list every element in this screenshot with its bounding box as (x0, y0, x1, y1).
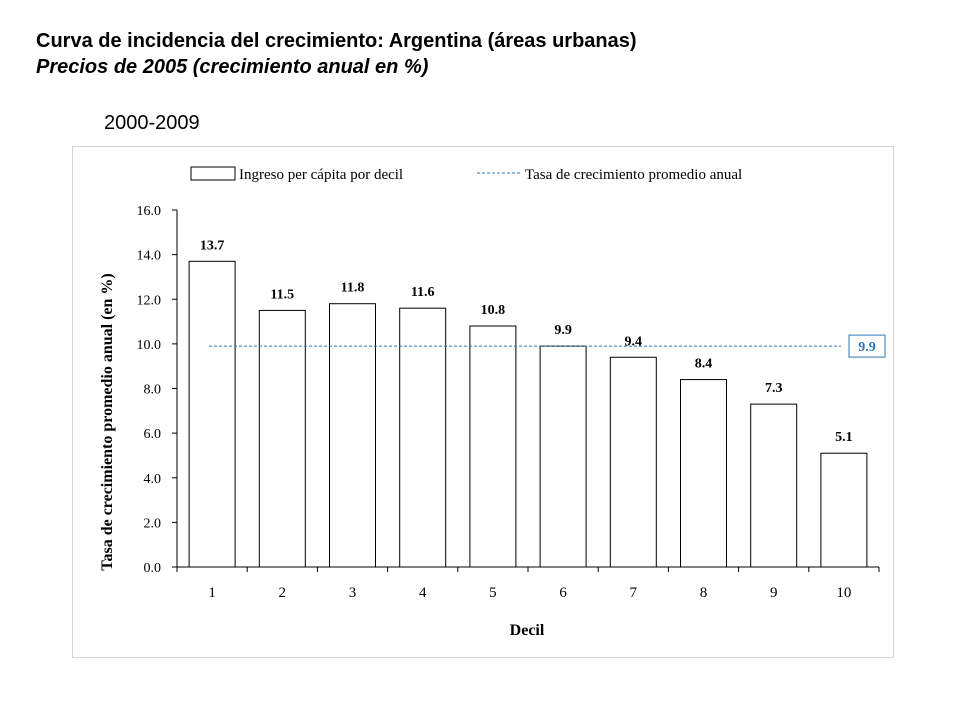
bar (258, 309, 306, 568)
chart-subtitle: Precios de 2005 (crecimiento anual en %) (36, 56, 429, 78)
data-label: 9.4 (625, 334, 643, 349)
data-label: 10.8 (481, 303, 506, 318)
data-label: 8.4 (695, 357, 713, 372)
y-tick-label: 16.0 (137, 204, 162, 219)
y-tick-label: 6.0 (144, 427, 162, 442)
bar-chart: 0.0 2.0 4.0 6.0 8.0 10.0 12.0 14.0 16.0 13.7 1 11.… (99, 166, 886, 639)
bar (399, 307, 447, 568)
bar (609, 356, 657, 568)
reference-label: 9.9 (858, 340, 876, 355)
bar (329, 303, 376, 568)
legend-bar-label: Ingreso per cápita por decil (239, 167, 403, 183)
x-tick-label: 10 (836, 585, 851, 601)
x-tick-label: 8 (700, 585, 708, 601)
x-axis-title: Decil (510, 622, 545, 639)
bar (188, 260, 236, 568)
data-label: 11.6 (411, 285, 435, 300)
x-tick-label: 4 (419, 585, 427, 601)
data-label: 11.5 (270, 287, 294, 302)
bar (820, 452, 868, 568)
y-tick-label: 2.0 (144, 516, 162, 531)
data-label: 5.1 (835, 430, 853, 445)
bar (680, 379, 727, 568)
data-label: 11.8 (341, 281, 365, 296)
y-tick-label: 0.0 (144, 561, 162, 576)
y-tick-label: 8.0 (144, 383, 162, 398)
x-tick-label: 3 (349, 585, 357, 601)
chart-area: 0.0 2.0 4.0 6.0 8.0 10.0 12.0 14.0 16.0 13.7 1 11.… (72, 146, 894, 658)
bar (539, 345, 587, 568)
y-tick-label: 10.0 (137, 338, 162, 353)
period-label: 2000-2009 (104, 112, 200, 134)
legend-ref-label: Tasa de crecimiento promedio anual (525, 167, 742, 183)
x-tick-label: 5 (489, 585, 497, 601)
data-label: 9.9 (554, 323, 572, 338)
x-tick-label: 2 (279, 585, 287, 601)
x-tick-label: 6 (559, 585, 567, 601)
y-tick-label: 12.0 (137, 293, 162, 308)
y-axis-title: Tasa de crecimiento promedio anual (en %… (99, 273, 116, 570)
bar (469, 325, 517, 568)
chart-title: Curva de incidencia del crecimiento: Arg… (36, 30, 637, 52)
x-tick-label: 7 (630, 585, 638, 601)
reference-label-box (848, 334, 886, 358)
y-tick-label: 4.0 (144, 472, 162, 487)
bar (750, 403, 798, 568)
y-tick-label: 14.0 (137, 249, 162, 264)
data-label: 7.3 (765, 381, 783, 396)
x-tick-label: 9 (770, 585, 778, 601)
legend-bar-swatch (190, 166, 236, 181)
data-label: 13.7 (200, 238, 225, 253)
x-tick-label: 1 (208, 585, 216, 601)
